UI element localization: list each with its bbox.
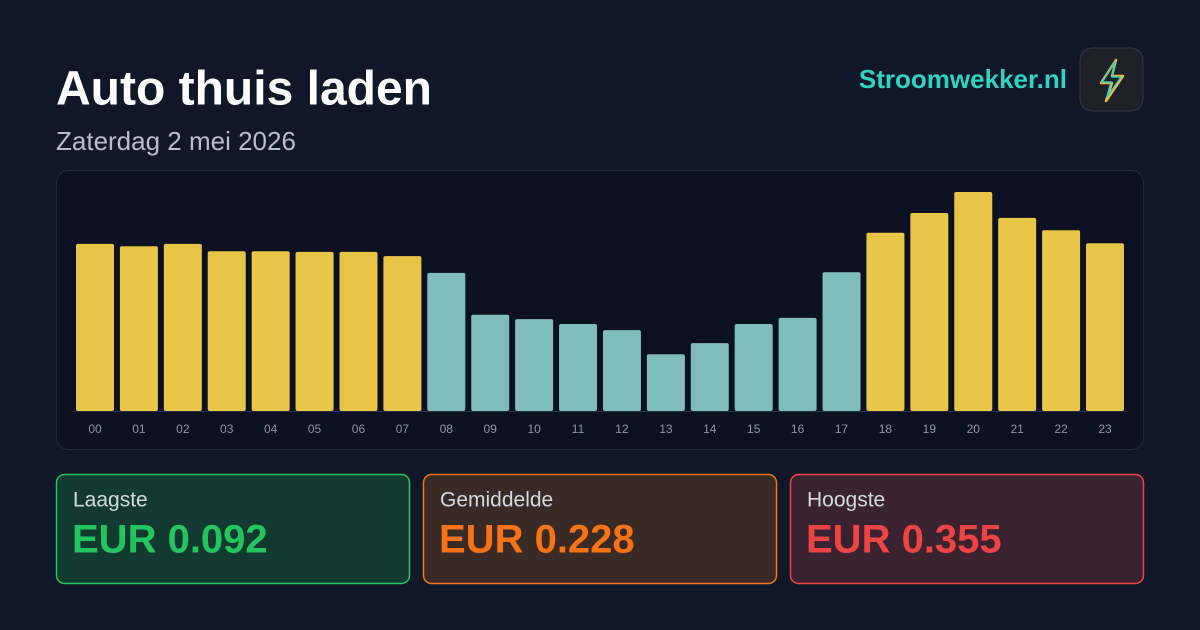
title: Auto thuis laden bbox=[56, 63, 432, 116]
x-tick-label: 18 bbox=[879, 422, 893, 436]
x-tick-label: 14 bbox=[703, 422, 717, 436]
x-tick-label: 15 bbox=[747, 422, 761, 436]
x-tick-label: 20 bbox=[967, 422, 981, 436]
x-tick-label: 16 bbox=[791, 422, 805, 436]
bar bbox=[646, 354, 685, 411]
bar bbox=[295, 251, 334, 411]
x-tick-label: 03 bbox=[220, 422, 234, 436]
bar bbox=[1042, 230, 1081, 411]
bar bbox=[251, 251, 290, 411]
bar bbox=[163, 243, 202, 411]
bar bbox=[734, 324, 773, 411]
x-tick-label: 22 bbox=[1054, 422, 1068, 436]
bar bbox=[998, 217, 1037, 411]
x-tick-label: 13 bbox=[659, 422, 673, 436]
bar bbox=[76, 243, 114, 411]
x-tick-label: 07 bbox=[396, 422, 410, 436]
brand: Stroomwekker.nl bbox=[859, 64, 1067, 94]
stat-card bbox=[55, 473, 411, 585]
x-tick-label: 23 bbox=[1098, 422, 1112, 436]
bars: 00 01 02 03 04 05 06 07 08 09 10 11 12 13 14 15 16 17 18 19… bbox=[76, 192, 1124, 436]
stat-card bbox=[789, 473, 1145, 585]
bar bbox=[954, 192, 993, 411]
bolt bbox=[1101, 61, 1122, 98]
stat-card bbox=[422, 473, 778, 585]
icon-box bbox=[1079, 47, 1144, 112]
bar bbox=[559, 324, 598, 411]
x-tick-label: 17 bbox=[835, 422, 849, 436]
x-tick-label: 08 bbox=[440, 422, 454, 436]
x-tick-label: 12 bbox=[615, 422, 629, 436]
bar bbox=[602, 330, 641, 411]
bar bbox=[427, 272, 466, 411]
stat-value: EUR 0.355 bbox=[806, 518, 1002, 562]
bar bbox=[515, 319, 554, 411]
bar bbox=[1086, 243, 1124, 411]
x-tick-label: 09 bbox=[484, 422, 498, 436]
brand-icon bbox=[1079, 47, 1144, 112]
bar bbox=[383, 256, 422, 411]
bar bbox=[339, 251, 378, 411]
stat-label: Gemiddelde bbox=[440, 489, 553, 512]
x-tick-label: 02 bbox=[176, 422, 190, 436]
x-tick-label: 00 bbox=[88, 422, 102, 436]
bar bbox=[822, 272, 861, 411]
x-tick-label: 11 bbox=[572, 422, 585, 436]
x-tick-label: 21 bbox=[1010, 422, 1024, 436]
x-tick-label: 05 bbox=[308, 422, 322, 436]
stat-value: EUR 0.228 bbox=[439, 518, 635, 562]
x-tick-label: 06 bbox=[352, 422, 366, 436]
bar bbox=[910, 212, 949, 411]
bar bbox=[207, 251, 246, 411]
bar bbox=[866, 232, 905, 411]
bar bbox=[690, 343, 729, 411]
x-tick-label: 01 bbox=[132, 422, 146, 436]
x-tick-label: 10 bbox=[527, 422, 541, 436]
stats: Laagste EUR 0.092 Gemiddelde EUR 0.228 Hoogs… bbox=[55, 473, 1145, 585]
stat-value: EUR 0.092 bbox=[72, 518, 268, 562]
bar bbox=[119, 246, 158, 411]
x-tick-label: 04 bbox=[264, 422, 278, 436]
bar bbox=[778, 317, 817, 411]
x-tick-label: 19 bbox=[923, 422, 937, 436]
stat-label: Laagste bbox=[73, 489, 148, 512]
bar bbox=[471, 314, 510, 411]
subtitle: Zaterdag 2 mei 2026 bbox=[56, 126, 296, 156]
stat-label: Hoogste bbox=[807, 489, 885, 512]
